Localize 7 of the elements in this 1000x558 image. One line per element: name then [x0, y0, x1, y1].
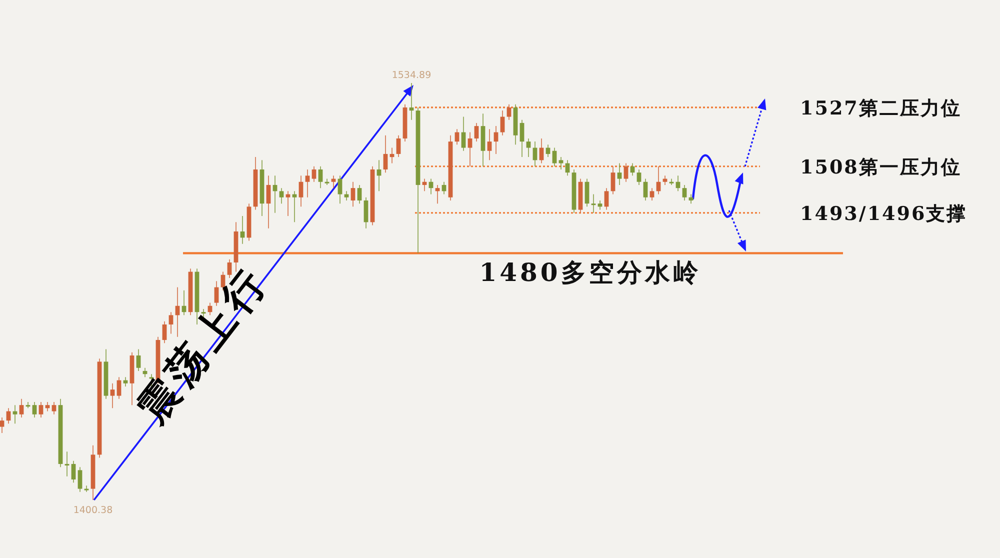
annotation: 1534.89 — [392, 70, 432, 81]
ref-line-label: 1527第二压力位 — [800, 97, 962, 120]
annotation: 1400.38 — [73, 505, 113, 516]
ref-line-label: 1508第一压力位 — [800, 156, 962, 178]
annotation: 震荡上行 — [128, 257, 278, 432]
ref-line-label: 1493/1496支撑 — [800, 202, 968, 225]
ref-line-label: 1480多空分水岭 — [479, 258, 701, 288]
